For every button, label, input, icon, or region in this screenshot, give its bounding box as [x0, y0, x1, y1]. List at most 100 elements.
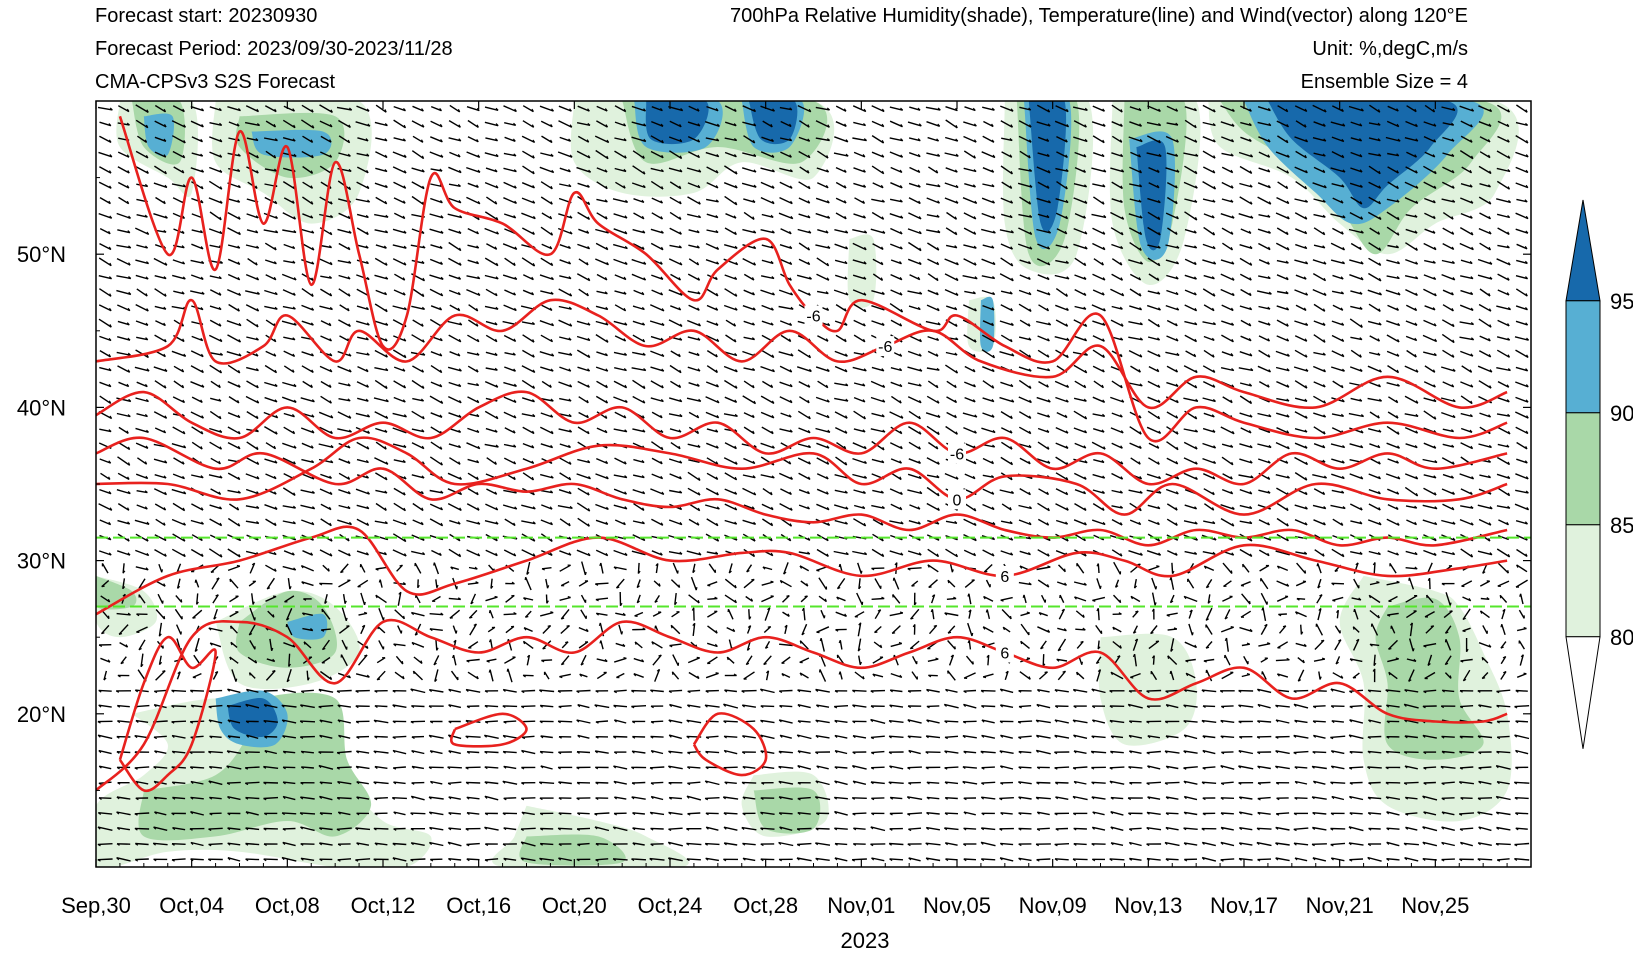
- wind-shaft: [650, 827, 664, 830]
- wind-head: [200, 399, 203, 403]
- wind-shaft: [171, 443, 186, 449]
- wind-vector: [246, 137, 259, 142]
- wind-vector: [172, 473, 185, 480]
- wind-vector: [192, 672, 202, 679]
- wind-vector: [209, 289, 222, 296]
- wind-shaft: [153, 213, 168, 219]
- wind-vector: [173, 365, 185, 373]
- wind-head: [255, 353, 259, 357]
- wind-head: [98, 797, 102, 800]
- wind-vector: [158, 622, 163, 637]
- wind-head: [218, 275, 222, 279]
- wind-vector: [189, 827, 205, 831]
- wind-head: [127, 476, 130, 480]
- wind-vector: [191, 474, 204, 479]
- wind-shaft: [172, 259, 185, 265]
- wind-head: [219, 122, 223, 126]
- wind-head: [566, 625, 570, 627]
- wind-vector: [189, 689, 205, 693]
- wind-shaft: [227, 735, 241, 739]
- ensemble-size-text: Ensemble Size = 4: [1300, 71, 1468, 93]
- wind-vector: [154, 120, 167, 128]
- wind-shaft: [212, 671, 219, 680]
- wind-vector: [153, 735, 167, 740]
- wind-shaft: [248, 623, 257, 636]
- wind-head: [190, 842, 194, 846]
- wind-head: [238, 553, 241, 558]
- wind-shaft: [264, 305, 278, 310]
- wind-shaft: [190, 120, 204, 128]
- wind-head: [144, 183, 149, 187]
- wind-shaft: [228, 303, 240, 312]
- wind-shaft: [521, 705, 536, 708]
- wind-head: [171, 750, 175, 754]
- wind-shaft: [98, 797, 112, 799]
- wind-head: [249, 632, 253, 636]
- wind-vector: [209, 106, 222, 112]
- wind-shaft: [208, 750, 223, 754]
- wind-shaft: [172, 426, 186, 435]
- wind-shaft: [521, 689, 536, 692]
- wind-vector: [249, 607, 256, 621]
- wind-shaft: [231, 669, 237, 682]
- wind-shaft: [99, 288, 112, 297]
- wind-vector: [136, 336, 149, 341]
- wind-head: [109, 215, 113, 219]
- wind-shaft: [153, 826, 168, 831]
- wind-shaft: [116, 550, 131, 556]
- wind-shaft: [374, 797, 388, 800]
- wind-head: [182, 108, 185, 112]
- wind-head: [164, 338, 167, 343]
- wind-shaft: [213, 608, 218, 620]
- wind-shaft: [209, 642, 222, 648]
- wind-vector: [245, 105, 260, 113]
- wind-vector: [282, 289, 296, 296]
- wind-head: [97, 721, 101, 724]
- wind-shaft: [263, 796, 279, 800]
- wind-shaft: [245, 273, 259, 281]
- wind-head: [163, 507, 167, 511]
- wind-shaft: [158, 655, 162, 665]
- wind-vector: [135, 442, 149, 449]
- wind-vector: [99, 519, 112, 526]
- wind-vector: [264, 396, 278, 403]
- wind-shaft: [116, 811, 131, 816]
- wind-shaft: [99, 242, 112, 251]
- wind-shaft: [631, 689, 647, 692]
- wind-head: [227, 827, 231, 831]
- wind-head: [154, 811, 158, 815]
- wind-vector: [98, 689, 112, 693]
- wind-vector: [191, 441, 203, 450]
- wind-shaft: [249, 672, 256, 679]
- wind-shaft: [135, 259, 149, 265]
- wind-vector: [266, 577, 275, 590]
- wind-head: [183, 522, 186, 526]
- wind-vector: [116, 257, 131, 266]
- wind-vector: [246, 336, 259, 341]
- wind-vector: [117, 720, 130, 724]
- wind-shaft: [209, 427, 223, 433]
- wind-vector: [263, 720, 278, 723]
- wind-head: [216, 577, 220, 580]
- wind-vector: [208, 228, 223, 235]
- wind-vector: [227, 227, 241, 236]
- wind-vector: [226, 320, 242, 327]
- wind-head: [256, 122, 261, 126]
- wind-shaft: [264, 259, 277, 265]
- wind-vector: [192, 609, 203, 619]
- wind-vector: [99, 366, 112, 372]
- wind-shaft: [134, 812, 150, 815]
- wind-head: [127, 462, 131, 466]
- wind-head: [292, 138, 296, 142]
- wind-vector: [136, 504, 148, 510]
- wind-shaft: [117, 503, 130, 511]
- wind-shaft: [122, 563, 125, 574]
- wind-shaft: [190, 274, 204, 281]
- wind-head: [120, 662, 124, 665]
- wind-head: [364, 601, 366, 606]
- wind-shaft: [281, 320, 297, 326]
- wind-head: [214, 670, 219, 674]
- wind-shaft: [226, 320, 242, 327]
- wind-shaft: [227, 106, 241, 112]
- wind-head: [263, 704, 267, 708]
